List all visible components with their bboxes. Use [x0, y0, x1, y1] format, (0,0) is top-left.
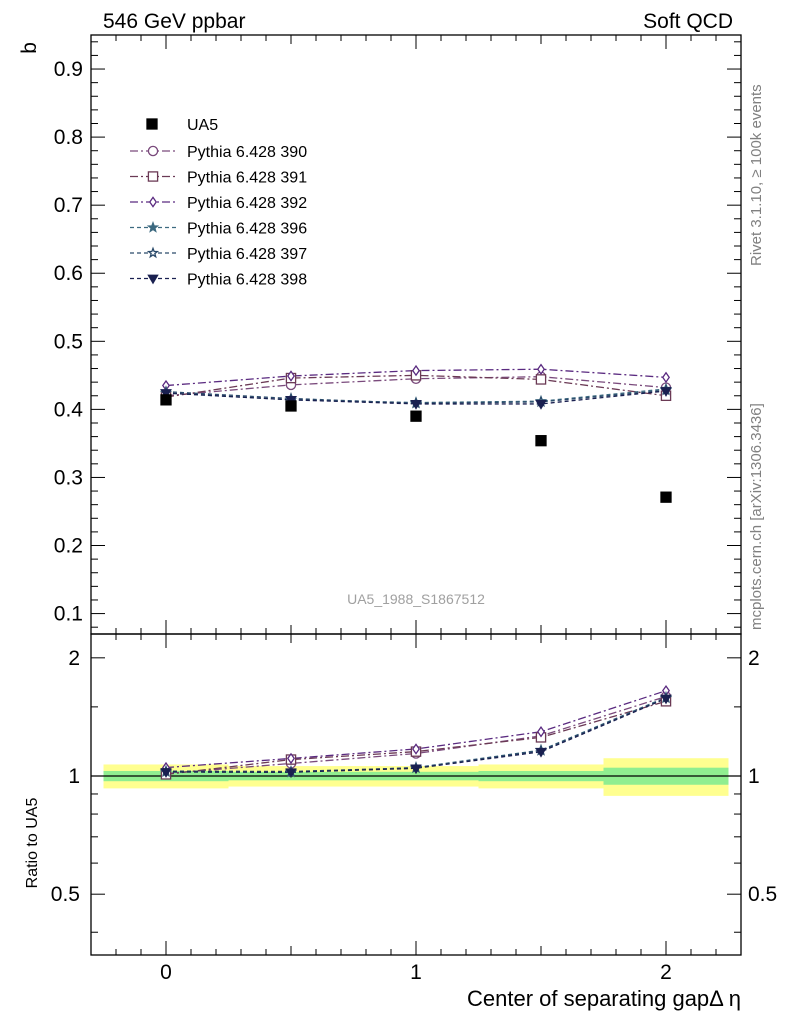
legend-marker: [147, 274, 159, 285]
ratio-tick-label: 2: [68, 647, 80, 670]
legend: UA5 Pythia 6.428 390 Pythia 6.428 391 Pythi…: [130, 117, 307, 289]
mcplots-label: mcplots.cern.ch [arXiv:1306.3436]: [748, 403, 765, 630]
y-tick-label: 0.6: [54, 262, 83, 285]
ratio-point: [160, 768, 172, 778]
series-point: [535, 374, 547, 385]
legend-marker: [148, 196, 158, 208]
legend-label: Pythia 6.428 398: [187, 272, 307, 289]
series-point: [661, 371, 671, 384]
x-axis-label: Center of separating gapΔ η: [467, 986, 741, 1011]
y-tick-label: 0.1: [54, 603, 83, 626]
ratio-line-4: [165, 696, 667, 773]
series-point: [660, 387, 672, 397]
x-tick-label: 2: [660, 961, 672, 984]
y-tick-label: 0.4: [54, 398, 84, 421]
data-point: [285, 400, 297, 412]
y-tick-label: 0.5: [54, 330, 83, 353]
data-markers: [159, 363, 673, 780]
data-point: [160, 394, 172, 406]
ratio-tick-label: 0.5: [51, 883, 80, 906]
ratio-tick-label: 1: [68, 765, 80, 788]
ratio-point: [535, 747, 547, 758]
legend-marker: [147, 171, 159, 182]
ratio-point: [410, 764, 422, 775]
legend-marker: [147, 145, 159, 157]
data-point: [660, 491, 672, 503]
series-line-3: [165, 368, 667, 387]
series-point: [535, 400, 547, 410]
ratio-point: [285, 768, 297, 779]
x-tick-label: 1: [410, 961, 422, 984]
y-tick-label: 0.7: [54, 194, 83, 217]
series-point: [160, 389, 172, 399]
header-left-title: 546 GeV ppbar: [103, 10, 245, 33]
ratio-tick-label-right: 0.5: [748, 883, 777, 906]
ratio-point: [286, 752, 296, 765]
y-tick-label: 0.2: [54, 535, 83, 558]
series-line-1: [165, 376, 667, 397]
legend-marker-ua5: [146, 118, 158, 130]
series-point: [536, 363, 546, 375]
ratio-line-3: [165, 690, 667, 769]
ratio-tick-label-right: 2: [748, 647, 760, 670]
ratio-tick-label-right: 1: [748, 765, 760, 788]
series-point: [286, 370, 296, 382]
legend-label: Pythia 6.428 391: [187, 170, 307, 187]
legend-label-ua5: UA5: [187, 117, 218, 134]
y-axis-label: b: [18, 42, 41, 54]
ratio-point: [660, 694, 672, 705]
ratio-line-5: [165, 697, 667, 773]
rivet-version-label: Rivet 3.1.10, ≥ 100k events: [748, 84, 765, 266]
header-right-title: Soft QCD: [643, 10, 733, 33]
series-point: [410, 400, 422, 410]
ratio-point: [536, 725, 546, 738]
data-point: [410, 410, 422, 422]
ratio-axis-label: Ratio to UA5: [24, 798, 41, 889]
legend-marker: [146, 221, 160, 233]
x-tick-label: 0: [160, 961, 172, 984]
legend-label: Pythia 6.428 397: [187, 246, 307, 263]
y-tick-label: 0.9: [54, 58, 83, 81]
y-tick-label: 0.8: [54, 126, 83, 149]
ratio-line-1: [165, 695, 667, 775]
data-point: [535, 435, 547, 447]
legend-label: Pythia 6.428 396: [187, 221, 307, 238]
y-tick-label: 0.3: [54, 466, 83, 489]
legend-marker: [146, 246, 160, 259]
legend-label: Pythia 6.428 390: [187, 144, 307, 161]
analysis-label: UA5_1988_S1867512: [347, 591, 485, 607]
axis-ticks: 0 1 2 0.1 0.2 0.3 0.4 0.5 0.6 0.7 0.8 0.9 0.5 0.5 1 1 2 2: [51, 35, 777, 984]
ratio-point: [411, 743, 421, 755]
series-point: [411, 364, 421, 377]
legend-label: Pythia 6.428 392: [187, 195, 307, 212]
ratio-line-6: [165, 697, 667, 773]
